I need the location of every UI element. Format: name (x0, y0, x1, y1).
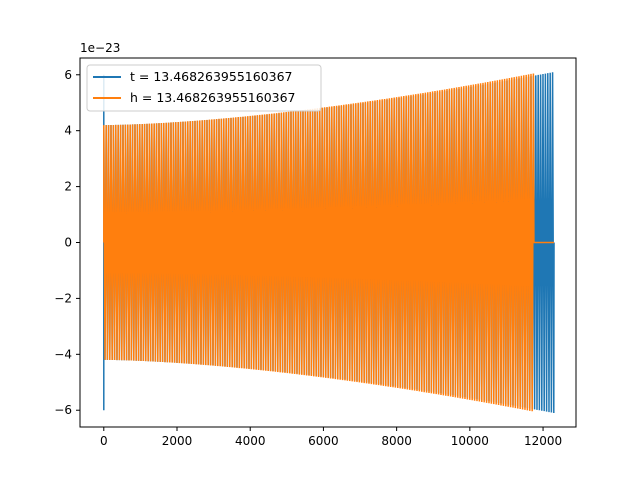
y-axis: −6 −4 −2 0 2 4 6 (54, 68, 80, 417)
x-tick-label: 2000 (162, 434, 193, 448)
y-tick-label: −4 (54, 347, 72, 361)
x-axis: 0 2000 4000 6000 8000 10000 12000 (100, 427, 562, 448)
y-tick-label: −2 (54, 291, 72, 305)
x-tick-label: 12000 (524, 434, 562, 448)
x-tick-label: 4000 (235, 434, 266, 448)
series-h-line (103, 73, 555, 412)
x-tick-label: 10000 (451, 434, 489, 448)
y-offset-label: 1e−23 (80, 41, 120, 55)
y-tick-label: 2 (64, 180, 72, 194)
y-tick-label: 6 (64, 68, 72, 82)
x-tick-label: 8000 (381, 434, 412, 448)
legend-label-t: t = 13.468263955160367 (130, 69, 293, 84)
y-tick-label: −6 (54, 403, 72, 417)
legend-label-h: h = 13.468263955160367 (130, 90, 296, 105)
x-tick-label: 6000 (308, 434, 339, 448)
x-tick-label: 0 (100, 434, 108, 448)
y-tick-label: 4 (64, 124, 72, 138)
y-tick-label: 0 (64, 236, 72, 250)
plot-lines (103, 72, 555, 413)
legend-box (86, 64, 322, 112)
legend: t = 13.468263955160367 h = 13.4682639551… (86, 64, 322, 112)
